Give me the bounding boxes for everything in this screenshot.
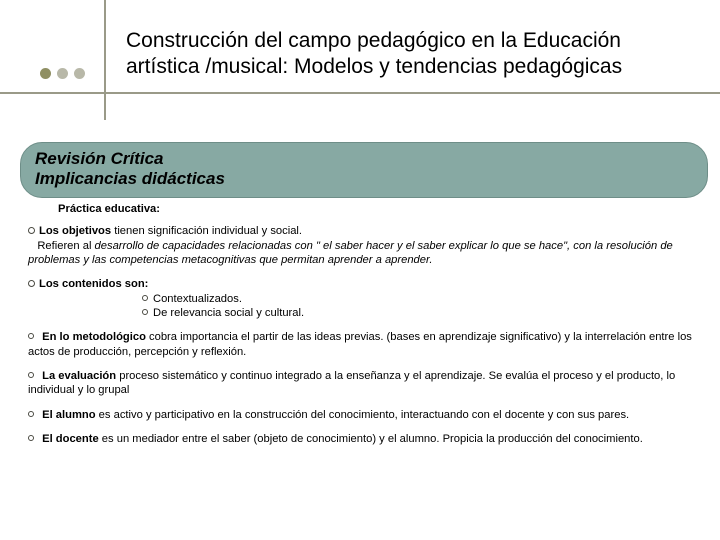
para-metodologico: En lo metodológico cobra importancia el … [28,330,718,359]
p6-bold: El docente [42,433,99,445]
title-line1: Construcción del campo pedagógico en la … [126,29,621,52]
p2-sub1: Contextualizados. [153,293,242,305]
header: Construcción del campo pedagógico en la … [0,28,720,106]
p1-body-a: Refieren al [37,240,94,252]
p4-bold: La evaluación [42,370,116,382]
p1-lead: Los objetivos [39,225,111,237]
dot-1 [40,68,51,79]
para-objetivos: Los objetivos tienen significación indiv… [28,224,718,267]
title-line2: artística /musical: Modelos y tendencias… [126,55,622,78]
para-contenidos: Los contenidos son: Contextualizados. De… [28,277,718,320]
p4-rest: proceso sistemático y continuo integrado… [28,370,675,396]
p1-body-italic: desarrollo de capacidades relacionadas c… [28,240,673,266]
para-evaluacion: La evaluación proceso sistemático y cont… [28,369,718,398]
page-title: Construcción del campo pedagógico en la … [112,28,632,81]
bullet-icon [28,227,35,234]
header-decoration [0,28,112,106]
para-docente: El docente es un mediador entre el saber… [28,432,718,446]
bullet-icon [142,309,148,315]
para-alumno: El alumno es activo y participativo en l… [28,408,718,422]
p2-sub2: De relevancia social y cultural. [153,307,304,319]
callout-line2: Implicancias didácticas [35,169,693,189]
p1-lead-rest: tienen significación individual y social… [111,225,302,237]
p2-lead: Los contenidos son: [39,278,148,290]
dot-3 [74,68,85,79]
p5-bold: El alumno [42,409,95,421]
bullet-icon [28,372,34,378]
p2-sub1-row: Contextualizados. [142,292,718,306]
bullet-icon [28,411,34,417]
p5-rest: es activo y participativo en la construc… [96,409,630,421]
p2-sub2-row: De relevancia social y cultural. [142,306,718,320]
body-content: Práctica educativa: Los objetivos tienen… [28,202,718,456]
sub-heading: Práctica educativa: [58,202,718,216]
callout-box: Revisión Crítica Implicancias didácticas [20,142,708,198]
header-vline [104,0,106,120]
bullet-icon [142,295,148,301]
dot-2 [57,68,68,79]
p3-bold: En lo metodológico [42,331,146,343]
bullet-icon [28,280,35,287]
callout-line1: Revisión Crítica [35,149,693,169]
bullet-icon [28,333,34,339]
bullet-icon [28,435,34,441]
p6-rest: es un mediador entre el saber (objeto de… [99,433,643,445]
